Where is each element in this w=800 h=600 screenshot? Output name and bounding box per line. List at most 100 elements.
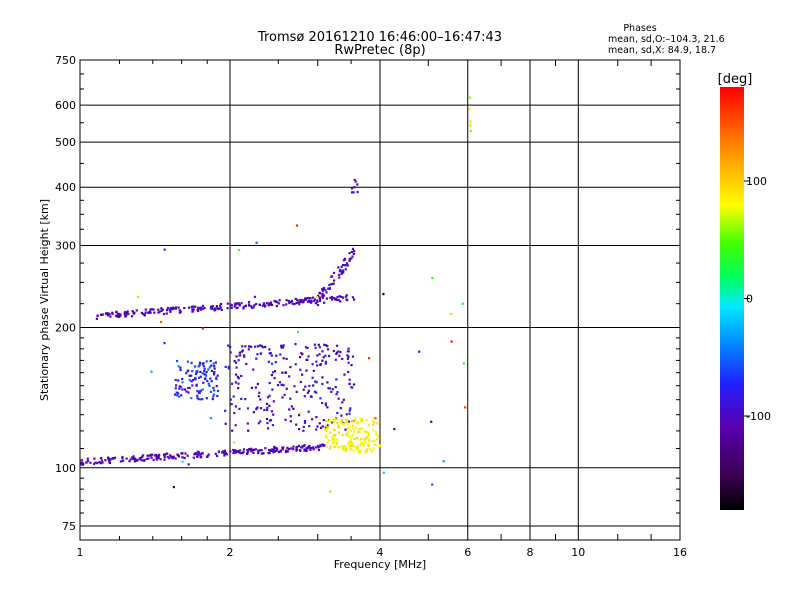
scatter-point <box>252 411 255 414</box>
scatter-point <box>267 304 270 307</box>
scatter-point <box>201 327 204 330</box>
scatter-point <box>254 448 257 451</box>
scatter-point <box>256 353 259 356</box>
scatter-point <box>154 454 157 457</box>
scatter-point <box>316 300 319 304</box>
scatter-point <box>337 350 340 353</box>
scatter-point <box>371 419 374 423</box>
scatter-point <box>468 96 471 99</box>
scatter-point <box>192 379 195 382</box>
scatter-point <box>213 389 216 392</box>
scatter-point <box>351 255 354 258</box>
scatter-point <box>356 447 359 450</box>
scatter-point <box>345 432 348 436</box>
scatter-point <box>250 447 253 450</box>
scatter-point <box>282 384 285 387</box>
scatter-point <box>271 371 275 374</box>
x-axis-ticks: 1 2 4 6 8 10 16 <box>77 60 687 559</box>
scatter-point <box>153 311 156 314</box>
scatter-point <box>464 406 467 409</box>
scatter-point <box>157 454 160 458</box>
scatter-point <box>168 457 171 460</box>
scatter-point <box>309 448 312 451</box>
scatter-point <box>172 486 175 489</box>
scatter-point <box>374 443 377 446</box>
y-tick-label: 100 <box>55 462 76 475</box>
scatter-point <box>295 302 298 305</box>
scatter-point <box>207 382 210 385</box>
scatter-point <box>372 416 375 420</box>
scatter-point <box>339 418 342 421</box>
scatter-point <box>338 354 341 357</box>
scatter-point <box>382 471 385 474</box>
scatter-point <box>210 305 213 308</box>
scatter-point <box>209 390 213 393</box>
scatter-point <box>270 374 273 377</box>
scatter-point <box>234 405 237 408</box>
scatter-point <box>198 452 201 455</box>
scatter-point <box>321 425 324 428</box>
scatter-point <box>372 429 375 432</box>
scatter-point <box>276 384 280 387</box>
scatter-point <box>274 446 277 449</box>
scatter-point <box>349 442 352 445</box>
scatter-point <box>353 430 356 433</box>
scatter-point <box>344 264 347 267</box>
scatter-point <box>227 367 230 370</box>
scatter-point <box>264 345 267 349</box>
scatter-point <box>298 303 301 306</box>
scatter-point <box>121 455 124 459</box>
scatter-point <box>366 435 369 438</box>
scatter-point <box>104 459 107 462</box>
scatter-point <box>172 307 176 310</box>
scatter-point <box>317 343 320 346</box>
scatter-point <box>351 247 355 250</box>
scatter-point <box>145 457 148 461</box>
scatter-point <box>259 449 262 452</box>
scatter-point <box>101 461 104 464</box>
scatter-point <box>367 443 370 446</box>
scatter-point <box>155 458 158 461</box>
scatter-point <box>259 398 262 401</box>
scatter-point <box>316 364 319 367</box>
scatter-point <box>107 458 110 461</box>
scatter-point <box>176 360 179 363</box>
scatter-point <box>359 450 362 453</box>
scatter-point <box>322 419 325 422</box>
scatter-point <box>227 344 230 347</box>
scatter-point <box>265 417 269 421</box>
scatter-point <box>209 417 212 420</box>
scatter-point <box>307 389 311 392</box>
scatter-point <box>268 404 271 407</box>
scatter-point <box>321 376 324 379</box>
scatter-point <box>116 315 119 318</box>
scatter-point <box>233 450 236 453</box>
scatter-point <box>301 301 305 304</box>
scatter-point <box>199 389 202 392</box>
scatter-point <box>295 449 298 452</box>
scatter-point <box>353 417 356 420</box>
scatter-point <box>377 435 380 438</box>
scatter-point <box>363 437 366 440</box>
scatter-point <box>272 448 275 451</box>
scatter-point <box>280 383 283 386</box>
scatter-point <box>211 307 214 310</box>
scatter-point <box>100 456 103 460</box>
scatter-point <box>288 375 291 378</box>
scatter-point <box>152 458 155 461</box>
scatter-point <box>304 346 308 349</box>
scatter-point <box>339 268 342 271</box>
scatter-point <box>166 452 169 455</box>
scatter-point <box>271 424 274 427</box>
scatter-point <box>286 446 289 449</box>
scatter-point <box>181 381 184 384</box>
scatter-point <box>199 375 202 378</box>
scatter-point <box>337 446 340 449</box>
scatter-point <box>163 342 166 345</box>
scatter-point <box>163 453 166 456</box>
y-tick-label: 400 <box>55 181 76 194</box>
scatter-point <box>328 387 331 390</box>
scatter-point <box>86 457 89 460</box>
scatter-point <box>331 298 334 301</box>
scatter-point <box>213 307 216 310</box>
